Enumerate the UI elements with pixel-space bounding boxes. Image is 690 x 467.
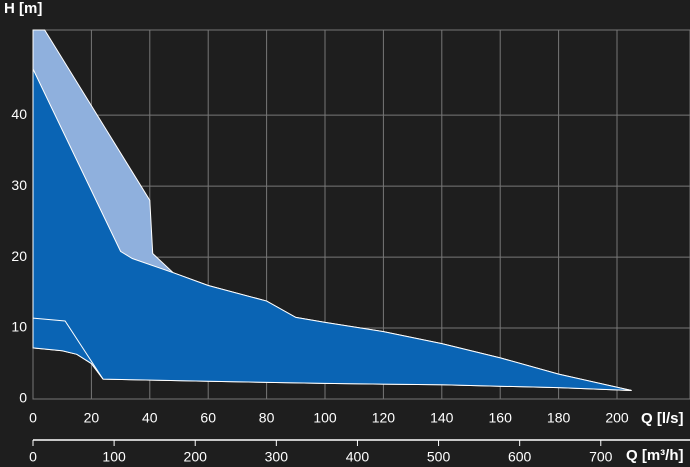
x-tick-label: 60 xyxy=(200,410,216,426)
x-tick-label: 80 xyxy=(259,410,275,426)
x-tick-label: 120 xyxy=(372,410,396,426)
x-tick-label: 140 xyxy=(430,410,454,426)
x2-tick-label: 200 xyxy=(184,449,208,465)
area xyxy=(32,68,632,391)
x2-tick-label: 300 xyxy=(265,449,289,465)
x-tick-label: 0 xyxy=(29,410,37,426)
y-tick-label: 10 xyxy=(11,319,27,335)
x2-tick-label: 100 xyxy=(102,449,126,465)
x-tick-label: 100 xyxy=(313,410,337,426)
y-tick-label: 20 xyxy=(11,248,27,264)
x2-tick-label: 600 xyxy=(508,449,532,465)
y-tick-label: 40 xyxy=(11,106,27,122)
x-tick-label: 200 xyxy=(605,410,629,426)
x-tick-label: 20 xyxy=(84,410,100,426)
y-tick-label: 0 xyxy=(19,390,27,406)
line xyxy=(32,317,104,380)
x-tick-label: 180 xyxy=(547,410,571,426)
x2-tick-label: 400 xyxy=(346,449,370,465)
x2-tick-label: 700 xyxy=(589,449,613,465)
x-tick-label: 40 xyxy=(142,410,158,426)
y-axis-label: H [m] xyxy=(4,0,42,17)
x2-tick-label: 0 xyxy=(29,449,37,465)
x2-tick-label: 500 xyxy=(427,449,451,465)
x-tick-label: 160 xyxy=(489,410,513,426)
x2-axis-label: Q [m³/h] xyxy=(626,447,684,464)
y-tick-label: 30 xyxy=(11,177,27,193)
x-axis-label: Q [l/s] xyxy=(641,410,684,427)
